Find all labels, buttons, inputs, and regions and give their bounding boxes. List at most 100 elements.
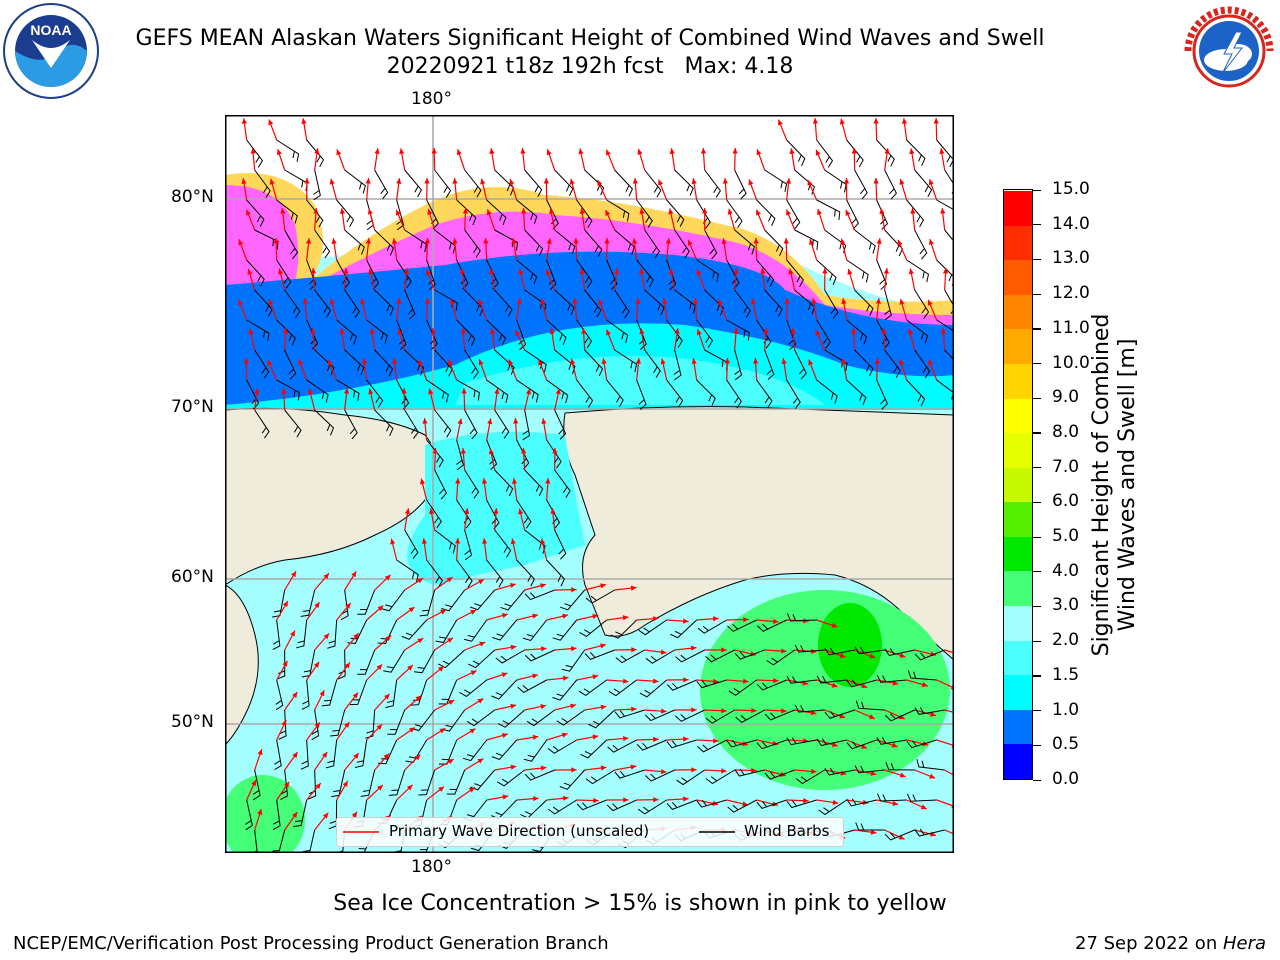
wind-barb (464, 529, 473, 561)
wave-arrow-head (343, 268, 349, 274)
wave-arrow-head (501, 613, 508, 619)
wave-arrow-head (748, 179, 754, 186)
wind-barb (615, 649, 645, 664)
wave-arrow-head (696, 329, 702, 336)
wave-arrow-head (533, 796, 539, 802)
wave-arrow-head (874, 358, 880, 364)
wind-barb (726, 319, 750, 341)
wind-barb (914, 828, 945, 837)
wave-arrow-head (873, 178, 879, 184)
wave-arrow-head (668, 268, 675, 275)
wind-barb (636, 739, 667, 751)
wind-barb (468, 649, 496, 669)
wind-barb (606, 379, 624, 408)
wave-arrow-head (831, 682, 838, 688)
wave-arrow-head (532, 673, 539, 679)
wave-arrow-head (807, 179, 813, 186)
colorbar-tick-mark (1033, 536, 1041, 538)
wave-arrow-head (622, 615, 629, 621)
wind-barb (296, 619, 308, 649)
colorbar-tick-label: 0.0 (1052, 769, 1080, 789)
wave-arrow-head (431, 148, 437, 154)
wave-arrow-head (600, 583, 606, 589)
wind-barb (816, 259, 837, 286)
wave-arrow-head (908, 328, 914, 335)
colorbar-tick-label: 14.0 (1052, 213, 1090, 234)
wind-barb (606, 319, 629, 344)
wind-barb (906, 379, 926, 407)
wind-barb (456, 319, 476, 347)
wave-arrow-head (432, 448, 438, 454)
wind-barb (824, 289, 839, 319)
legend-barb-label: Wind Barbs (744, 822, 830, 840)
wind-barb (666, 199, 685, 227)
wave-arrow-head (374, 148, 380, 154)
colorbar-segment (1004, 190, 1032, 226)
colorbar-tick-mark (1033, 432, 1041, 434)
wave-arrow-head (579, 268, 585, 275)
arctic-light-band (455, 355, 825, 405)
wave-arrow-head (873, 118, 879, 124)
wind-barb (434, 529, 456, 554)
wave-arrow-head (570, 358, 576, 365)
wave-arrow-head (653, 797, 659, 803)
wind-barb (254, 349, 270, 379)
wave-arrow-head (282, 660, 288, 667)
wave-arrow-head (549, 328, 555, 334)
wind-barb (756, 379, 773, 409)
wave-arrow-head (622, 735, 629, 742)
wind-barb (614, 709, 645, 719)
wave-arrow-head (721, 708, 727, 714)
wind-barb (884, 169, 897, 200)
wave-arrow-head (543, 178, 549, 184)
wave-arrow-head (561, 732, 568, 738)
wave-arrow-head (788, 268, 794, 275)
wave-arrow-head (772, 618, 779, 625)
wave-arrow-head (751, 707, 757, 714)
wind-barb (608, 679, 637, 697)
wave-arrow-head (314, 722, 320, 729)
wave-height-map (225, 115, 954, 853)
wind-barb (644, 709, 675, 722)
wind-barb (906, 199, 925, 228)
wave-arrow-head (344, 721, 350, 728)
wave-arrow-head (304, 178, 310, 184)
wave-arrow-head (630, 764, 637, 770)
wave-arrow-head (323, 633, 330, 640)
colorbar-segment (1004, 536, 1032, 572)
wind-barb (757, 619, 787, 632)
wave-arrow-head (789, 148, 795, 155)
wind-barb (644, 229, 661, 259)
wind-barb (786, 199, 801, 230)
wind-barb (756, 799, 787, 809)
wave-arrow-head (478, 299, 484, 306)
wave-arrow-head (928, 239, 934, 246)
wind-barb (824, 767, 855, 776)
wind-barb (494, 529, 512, 558)
wind-barb (675, 649, 705, 663)
wind-barb (344, 409, 358, 440)
wind-barb (906, 793, 937, 802)
wave-arrow-head (669, 148, 675, 154)
wave-arrow-head (635, 358, 642, 364)
wave-arrow-head (870, 829, 877, 835)
wind-barb (884, 829, 915, 841)
wind-barb (516, 559, 535, 587)
wave-arrow-head (319, 690, 325, 697)
wind-barb (284, 409, 302, 438)
wave-arrow-head (653, 678, 659, 684)
colorbar-segment (1004, 225, 1032, 261)
wind-barb (464, 469, 480, 499)
wind-barb (314, 409, 335, 436)
wave-arrow-head (298, 359, 304, 366)
wind-barb (786, 799, 817, 809)
bottom-longitude-label: 180° (411, 857, 452, 877)
wind-barb (816, 199, 841, 220)
wind-barb (546, 319, 567, 346)
wind-barb (547, 799, 577, 815)
wave-arrow-head (661, 708, 667, 714)
wind-barb (522, 409, 531, 441)
wind-barb (877, 793, 907, 802)
wave-arrow-head (360, 298, 366, 305)
wave-arrow-head (424, 178, 430, 184)
